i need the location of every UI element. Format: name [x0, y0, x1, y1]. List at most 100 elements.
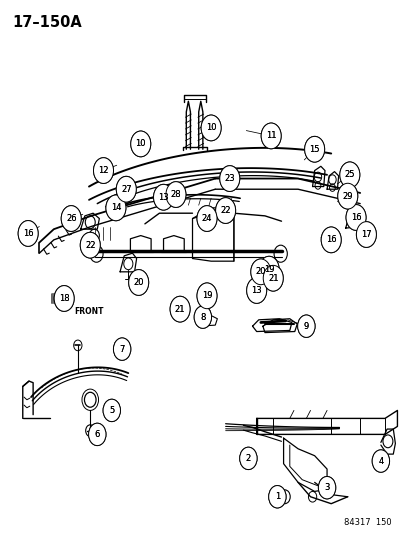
Text: 18: 18	[59, 294, 69, 303]
Text: 7: 7	[119, 345, 124, 353]
Text: 21: 21	[174, 305, 185, 313]
Text: 5: 5	[109, 406, 114, 415]
Text: 21: 21	[267, 274, 278, 282]
Text: 19: 19	[263, 265, 274, 273]
Polygon shape	[52, 294, 68, 303]
Circle shape	[356, 222, 375, 247]
Text: 9: 9	[303, 322, 308, 330]
Circle shape	[131, 131, 150, 157]
Circle shape	[201, 115, 221, 141]
Text: 8: 8	[200, 313, 205, 321]
Text: 12: 12	[98, 166, 109, 175]
Text: 16: 16	[325, 236, 336, 244]
Text: 11: 11	[265, 132, 276, 140]
Circle shape	[268, 486, 285, 508]
Text: 22: 22	[85, 241, 95, 249]
Text: 22: 22	[220, 206, 230, 215]
Circle shape	[239, 447, 256, 470]
Text: 10: 10	[205, 124, 216, 132]
Text: 13: 13	[158, 193, 169, 201]
Circle shape	[93, 158, 113, 183]
Text: 15: 15	[309, 145, 319, 154]
Text: 23: 23	[224, 174, 235, 183]
Circle shape	[93, 158, 113, 183]
Circle shape	[197, 283, 216, 309]
Circle shape	[106, 195, 126, 221]
Text: 18: 18	[59, 294, 69, 303]
Text: 3: 3	[324, 483, 329, 492]
Circle shape	[339, 162, 359, 188]
Circle shape	[103, 399, 120, 422]
Circle shape	[166, 182, 185, 207]
Circle shape	[318, 477, 335, 499]
Circle shape	[61, 206, 81, 231]
Circle shape	[246, 278, 266, 303]
Text: 16: 16	[23, 229, 33, 238]
Circle shape	[215, 198, 235, 223]
Text: 9: 9	[303, 322, 308, 330]
Text: 27: 27	[121, 185, 131, 193]
Circle shape	[128, 270, 148, 295]
Text: 12: 12	[98, 166, 109, 175]
Circle shape	[339, 162, 359, 188]
Text: 22: 22	[220, 206, 230, 215]
Text: 28: 28	[170, 190, 181, 199]
Circle shape	[170, 296, 190, 322]
Text: 6: 6	[95, 430, 100, 439]
Circle shape	[239, 447, 256, 470]
Circle shape	[259, 256, 278, 282]
Text: 20: 20	[255, 268, 266, 276]
Circle shape	[297, 315, 314, 337]
Text: 19: 19	[201, 292, 212, 300]
Text: 25: 25	[344, 171, 354, 179]
Circle shape	[261, 123, 280, 149]
Circle shape	[318, 477, 335, 499]
Circle shape	[320, 227, 340, 253]
Circle shape	[201, 115, 221, 141]
Circle shape	[197, 283, 216, 309]
Text: 7: 7	[119, 345, 124, 353]
Text: 16: 16	[350, 213, 361, 222]
Text: 13: 13	[251, 286, 261, 295]
Text: 21: 21	[174, 305, 185, 313]
Text: 16: 16	[325, 236, 336, 244]
Text: 24: 24	[201, 214, 212, 223]
Text: 5: 5	[109, 406, 114, 415]
Text: 29: 29	[342, 192, 352, 200]
Circle shape	[88, 423, 106, 446]
Text: 17: 17	[360, 230, 371, 239]
Circle shape	[18, 221, 38, 246]
Circle shape	[371, 450, 389, 472]
Circle shape	[153, 184, 173, 210]
Circle shape	[80, 232, 100, 258]
Circle shape	[268, 486, 285, 508]
Text: 29: 29	[342, 192, 352, 200]
Text: 16: 16	[23, 229, 33, 238]
Text: 20: 20	[133, 278, 144, 287]
Circle shape	[128, 270, 148, 295]
Circle shape	[194, 306, 211, 328]
Text: 20: 20	[255, 268, 266, 276]
Circle shape	[263, 265, 282, 291]
Circle shape	[153, 184, 173, 210]
Circle shape	[197, 206, 216, 231]
Text: 21: 21	[267, 274, 278, 282]
Text: 23: 23	[224, 174, 235, 183]
Text: 26: 26	[66, 214, 76, 223]
Text: 2: 2	[245, 454, 250, 463]
Circle shape	[337, 183, 357, 209]
Circle shape	[304, 136, 324, 162]
Circle shape	[106, 195, 126, 221]
Text: 17–150A: 17–150A	[12, 15, 82, 30]
Text: 28: 28	[170, 190, 181, 199]
Text: 17: 17	[360, 230, 371, 239]
Circle shape	[337, 183, 357, 209]
Circle shape	[116, 176, 136, 202]
Circle shape	[345, 205, 365, 230]
Circle shape	[320, 227, 340, 253]
Circle shape	[219, 166, 239, 191]
Circle shape	[197, 206, 216, 231]
Circle shape	[297, 315, 314, 337]
Circle shape	[131, 131, 150, 157]
Circle shape	[113, 338, 131, 360]
